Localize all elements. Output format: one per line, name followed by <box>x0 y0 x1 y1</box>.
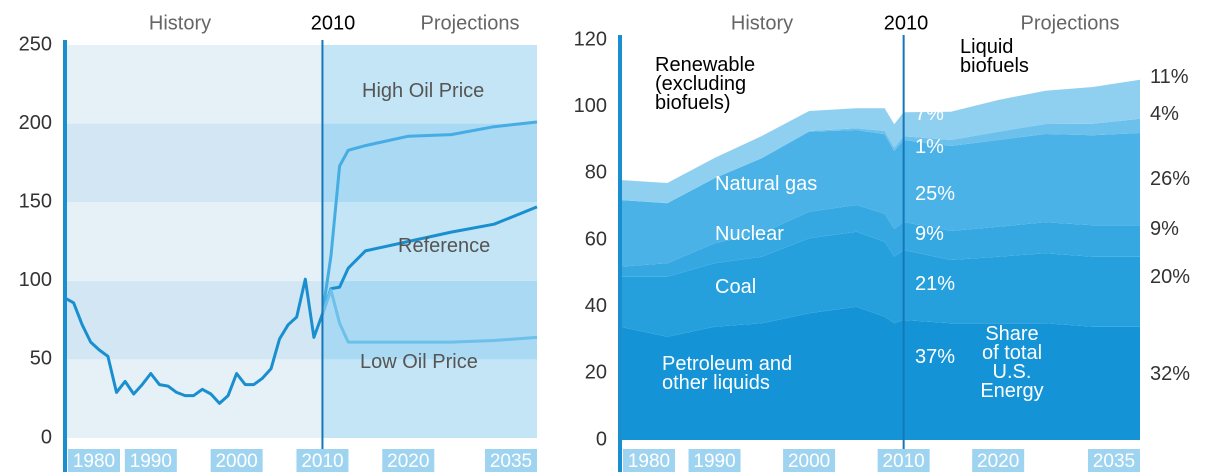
share-label: 25% <box>915 183 956 205</box>
x-tick-label: 2020 <box>387 451 429 472</box>
series-label: Renewable (excluding biofuels) <box>655 54 756 114</box>
share-label: 32% <box>1150 363 1191 385</box>
x-tick-label: 1980 <box>73 451 115 472</box>
share-label: 9% <box>1150 218 1179 240</box>
y-tick-label: 200 <box>19 112 52 134</box>
header: 2010 <box>884 12 929 34</box>
band <box>65 202 323 281</box>
x-tick-label: 2010 <box>882 451 924 472</box>
header: 2010 <box>311 12 356 34</box>
x-tick-box <box>623 449 675 472</box>
band <box>322 359 537 438</box>
x-tick-label: 1990 <box>130 451 172 472</box>
x-tick-label: 2000 <box>788 451 830 472</box>
band <box>65 123 323 203</box>
line <box>321 120 538 315</box>
area <box>620 130 1140 267</box>
x-tick-box <box>68 449 120 472</box>
series-label: Natural gas <box>715 173 818 195</box>
series-label: High Oil Price <box>362 80 485 102</box>
series-label: Liquid biofuels <box>960 36 1029 77</box>
x-tick-box <box>485 449 537 472</box>
x-tick-label: 2020 <box>977 451 1019 472</box>
x-tick-box <box>124 449 177 472</box>
x-tick-box <box>877 449 930 472</box>
x-tick-box <box>210 449 263 472</box>
share-label: 21% <box>915 273 956 295</box>
x-tick-label: 2000 <box>215 451 257 472</box>
y-tick-label: 0 <box>41 426 52 448</box>
series-label: Coal <box>715 276 757 298</box>
area <box>620 79 1140 203</box>
line <box>64 205 538 405</box>
series-label: Nuclear <box>715 223 784 245</box>
share-label: 4% <box>1150 103 1179 125</box>
x-tick-label: 2010 <box>301 451 343 472</box>
band <box>322 45 537 124</box>
band <box>322 280 537 360</box>
header: History <box>149 12 211 34</box>
x-tick-label: 1990 <box>693 451 735 472</box>
share-label: 1% <box>915 136 944 158</box>
area <box>620 205 1140 277</box>
y-tick-label: 150 <box>19 190 52 212</box>
x-tick-box <box>783 449 836 472</box>
share-label: 11% <box>1150 66 1189 88</box>
x-tick-box <box>296 449 349 472</box>
x-tick-label: 2035 <box>490 451 532 472</box>
header: Projections <box>421 12 520 34</box>
y-tick-label: 100 <box>574 95 607 117</box>
y-tick-label: 50 <box>30 348 52 370</box>
x-tick-label: 1980 <box>628 451 670 472</box>
note: Share of total U.S. Energy <box>980 323 1044 402</box>
series-label: Petroleum and other liquids <box>662 353 793 394</box>
y-tick-label: 120 <box>574 28 607 50</box>
series-label: Reference <box>398 235 491 257</box>
band <box>65 359 323 438</box>
share-label: 20% <box>1150 266 1191 288</box>
share-label: 37% <box>915 346 956 368</box>
area <box>620 231 1140 337</box>
header: Projections <box>1021 12 1120 34</box>
band <box>65 45 323 124</box>
y-tick-label: 40 <box>585 295 607 317</box>
x-tick-box <box>972 449 1025 472</box>
y-tick-label: 20 <box>585 362 607 384</box>
y-tick-label: 100 <box>19 269 52 291</box>
series-label: Low Oil Price <box>360 351 478 373</box>
line <box>321 288 538 344</box>
area <box>620 118 1140 204</box>
x-tick-box <box>1088 449 1140 472</box>
x-tick-box <box>688 449 741 472</box>
band <box>322 202 537 281</box>
x-tick-box <box>382 449 435 472</box>
area <box>620 306 1140 440</box>
y-tick-label: 250 <box>19 33 52 55</box>
share-label: 9% <box>915 223 944 245</box>
header: History <box>731 12 793 34</box>
share-label: 7% <box>915 103 944 125</box>
y-tick-label: 0 <box>596 428 607 450</box>
share-label: 26% <box>1150 168 1191 190</box>
band <box>65 280 323 360</box>
y-tick-label: 60 <box>585 228 607 250</box>
x-tick-label: 2035 <box>1093 451 1135 472</box>
y-tick-label: 80 <box>585 162 607 184</box>
